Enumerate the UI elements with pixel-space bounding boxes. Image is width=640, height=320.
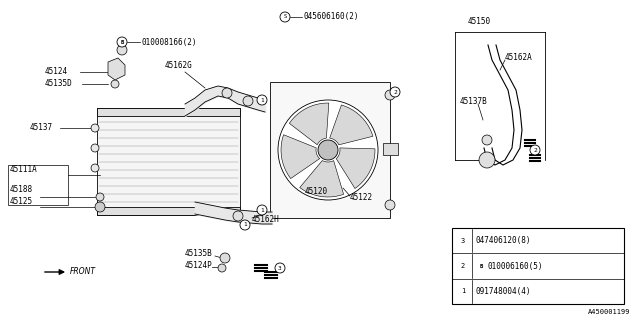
Polygon shape <box>336 148 375 188</box>
Text: 2: 2 <box>393 90 397 94</box>
Circle shape <box>243 96 253 106</box>
Bar <box>8 165 68 205</box>
Text: B: B <box>479 263 483 268</box>
Text: 010006160(5): 010006160(5) <box>488 261 543 270</box>
Circle shape <box>91 164 99 172</box>
Text: 1: 1 <box>461 288 465 294</box>
Circle shape <box>390 87 400 97</box>
Circle shape <box>318 140 338 160</box>
Text: FRONT: FRONT <box>70 268 96 276</box>
Circle shape <box>458 236 468 246</box>
Circle shape <box>278 100 378 200</box>
Circle shape <box>111 80 119 88</box>
Text: 45188: 45188 <box>10 186 33 195</box>
Circle shape <box>458 261 468 271</box>
Circle shape <box>275 263 285 273</box>
Polygon shape <box>300 161 344 197</box>
Circle shape <box>220 253 230 263</box>
Polygon shape <box>97 207 240 215</box>
Text: B: B <box>120 39 124 44</box>
Text: 45135B: 45135B <box>185 250 212 259</box>
Text: 45150: 45150 <box>468 18 491 27</box>
Text: 45162G: 45162G <box>165 60 193 69</box>
Circle shape <box>458 286 468 296</box>
Circle shape <box>91 144 99 152</box>
Bar <box>270 82 390 218</box>
Text: 091748004(4): 091748004(4) <box>476 287 531 296</box>
Text: 45162H: 45162H <box>252 215 280 225</box>
Circle shape <box>257 95 267 105</box>
Bar <box>383 143 398 155</box>
Circle shape <box>482 135 492 145</box>
Text: 3: 3 <box>278 266 282 270</box>
Circle shape <box>117 37 127 47</box>
Polygon shape <box>281 135 319 179</box>
Text: 45124: 45124 <box>45 68 68 76</box>
Polygon shape <box>330 105 373 145</box>
Circle shape <box>117 45 127 55</box>
Circle shape <box>385 200 395 210</box>
Text: 1: 1 <box>260 207 264 212</box>
Circle shape <box>530 145 540 155</box>
Circle shape <box>95 202 105 212</box>
Text: 45135D: 45135D <box>45 79 73 89</box>
Circle shape <box>240 220 250 230</box>
Text: 45137B: 45137B <box>460 98 488 107</box>
Circle shape <box>96 193 104 201</box>
Text: 045606160(2): 045606160(2) <box>304 12 360 21</box>
Text: A450001199: A450001199 <box>588 309 630 315</box>
Circle shape <box>479 152 495 168</box>
Circle shape <box>91 124 99 132</box>
Circle shape <box>280 12 290 22</box>
Text: 45122: 45122 <box>350 194 373 203</box>
Text: 2: 2 <box>461 263 465 269</box>
Circle shape <box>257 205 267 215</box>
Circle shape <box>477 261 486 270</box>
Text: 1: 1 <box>260 98 264 102</box>
Text: 010008166(2): 010008166(2) <box>142 37 198 46</box>
Polygon shape <box>97 108 240 116</box>
Text: S: S <box>284 14 287 20</box>
Bar <box>452 228 624 304</box>
Text: 1: 1 <box>243 222 247 228</box>
Polygon shape <box>108 58 125 80</box>
Text: 45137: 45137 <box>30 124 53 132</box>
Text: 2: 2 <box>533 148 537 153</box>
Circle shape <box>385 90 395 100</box>
Circle shape <box>218 264 226 272</box>
Circle shape <box>233 211 243 221</box>
Text: 45124P: 45124P <box>185 261 212 270</box>
Text: 45162A: 45162A <box>505 53 532 62</box>
Text: 3: 3 <box>461 238 465 244</box>
Circle shape <box>111 68 119 76</box>
Text: 45120: 45120 <box>305 188 328 196</box>
Text: 047406120(8): 047406120(8) <box>476 236 531 245</box>
Polygon shape <box>289 103 329 145</box>
Text: 45111A: 45111A <box>10 165 38 174</box>
Circle shape <box>222 88 232 98</box>
Polygon shape <box>97 108 240 215</box>
Text: 45125: 45125 <box>10 197 33 206</box>
